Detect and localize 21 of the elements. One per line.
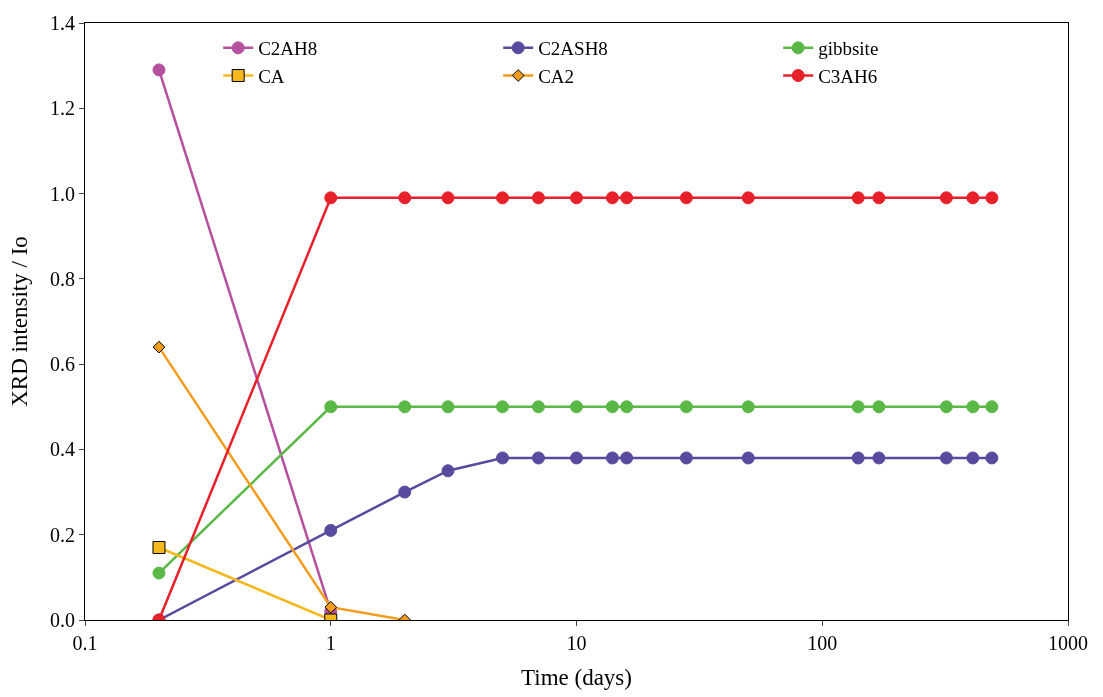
x-tick-label: 1: [325, 632, 336, 654]
y-tick-label: 1.2: [50, 97, 75, 120]
legend-label: C2ASH8: [538, 38, 608, 60]
y-tick-label: 0.2: [50, 523, 75, 546]
x-tick-label: 1000: [1048, 632, 1088, 654]
legend-label: C2AH8: [258, 38, 318, 60]
y-tick-label: 0.8: [50, 267, 75, 290]
x-axis-title: Time (days): [521, 664, 632, 690]
x-tick-label: 10: [566, 632, 587, 654]
legend-label: gibbsite: [818, 38, 879, 60]
legend-label: CA: [258, 65, 285, 87]
y-tick-label: 0.6: [50, 353, 75, 376]
x-tick-label: 0.1: [72, 632, 98, 654]
y-tick-label: 1.0: [50, 182, 75, 205]
y-tick-label: 0.0: [50, 609, 75, 631]
legend-label: C3AH6: [818, 65, 878, 87]
legend-label: CA2: [538, 65, 575, 87]
y-tick-label: 0.4: [50, 438, 75, 461]
y-axis-title: XRD intensity / Io: [7, 236, 33, 407]
x-tick-label: 100: [807, 632, 838, 654]
y-tick-label: 1.4: [50, 12, 75, 34]
